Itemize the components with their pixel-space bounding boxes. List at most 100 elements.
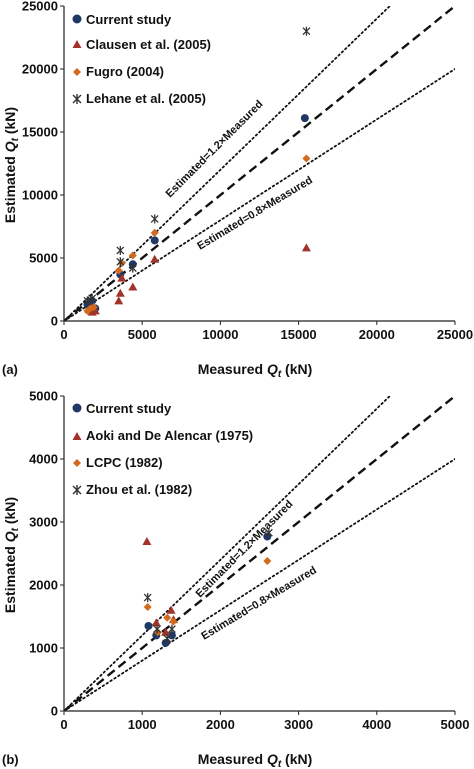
point-star	[163, 634, 172, 644]
legend-item-lehane: Lehane et al. (2005)	[72, 91, 206, 106]
point-star	[128, 263, 137, 273]
y-axis-label-a: Estimated Qt (kN)	[2, 107, 21, 223]
point-triangle	[114, 296, 124, 305]
legend-item-aoki: Aoki and De Alencar (1975)	[72, 428, 253, 443]
y-tick-label: 4000	[29, 452, 58, 467]
data-points-b	[142, 528, 273, 647]
point-star	[167, 624, 176, 634]
point-star	[150, 214, 159, 224]
point-triangle	[142, 537, 152, 546]
y-tick-label: 0	[51, 314, 58, 329]
annotation-lower-a: Estimated=0.8×Measured	[195, 174, 314, 252]
point-triangle	[128, 282, 138, 291]
upper-bound-line	[64, 396, 392, 711]
reference-labels-b: Estimated=1.2×Measured Estimated=0.8×Mea…	[194, 498, 319, 642]
point-diamond	[302, 154, 311, 163]
x-tick-label: 3000	[284, 717, 313, 732]
legend-label: Zhou et al. (1982)	[86, 482, 192, 497]
legend-label: Aoki and De Alencar (1975)	[86, 428, 253, 443]
y-tick-label: 10000	[22, 188, 58, 203]
point-star	[116, 245, 125, 255]
lower-bound-line	[64, 68, 455, 321]
point-circle	[150, 236, 159, 245]
y-tick-label: 2000	[29, 578, 58, 593]
x-tick-label: 5000	[441, 717, 470, 732]
x-tick-label: 15000	[281, 327, 317, 342]
one-to-one-line	[64, 396, 455, 711]
point-triangle	[115, 288, 125, 297]
point-diamond	[143, 603, 152, 612]
y-tick-label: 1000	[29, 641, 58, 656]
y-tick-label: 5000	[29, 251, 58, 266]
legend-star-marker	[72, 94, 82, 104]
panel-label-b: (b)	[2, 752, 19, 767]
panel-label-a: (a)	[2, 362, 18, 377]
y-tick-label: 25000	[22, 0, 58, 14]
x-tick-label: 20000	[359, 327, 395, 342]
point-star	[143, 593, 152, 603]
legend-item-current-study: Current study	[72, 12, 172, 27]
reference-lines-a	[64, 6, 455, 321]
point-circle	[144, 621, 153, 630]
point-diamond	[163, 613, 172, 622]
point-circle	[167, 631, 176, 640]
y-tick-label: 5000	[29, 389, 58, 404]
legend-a: Current study Clausen et al. (2005) Fugr…	[72, 12, 211, 106]
legend-star-marker	[72, 485, 82, 495]
point-triangle	[151, 618, 161, 627]
legend-circle-marker	[72, 403, 82, 413]
axes-a: 0 5000 10000 15000 20000 25000 0 5000 10000 15000…	[22, 0, 473, 342]
reference-labels-a: Estimated=1.2×Measured Estimated=0.8×Mea…	[164, 98, 315, 252]
legend-circle-marker	[72, 14, 82, 24]
axes-b: 0 1000 2000 3000 4000 5000 0 1000 2000 3000 4000 50…	[29, 389, 469, 733]
y-tick-label: 3000	[29, 515, 58, 530]
x-tick-label: 2000	[206, 717, 235, 732]
legend-item-current-study: Current study	[72, 401, 172, 416]
point-diamond	[128, 251, 137, 260]
legend-label: LCPC (1982)	[86, 455, 163, 470]
point-diamond	[89, 303, 98, 312]
legend-item-fugro: Fugro (2004)	[73, 64, 164, 79]
panel-b: Estimated=1.2×Measured Estimated=0.8×Mea…	[2, 389, 469, 769]
point-star	[264, 528, 273, 538]
legend-label: Current study	[86, 12, 172, 27]
point-star	[88, 293, 97, 303]
x-tick-label: 5000	[128, 327, 157, 342]
upper-bound-line	[64, 6, 392, 321]
point-star	[302, 26, 311, 36]
y-tick-label: 15000	[22, 125, 58, 140]
legend-label: Current study	[86, 401, 172, 416]
point-triangle	[166, 605, 176, 614]
point-circle	[300, 114, 309, 123]
legend-b: Current study Aoki and De Alencar (1975)…	[72, 401, 253, 497]
point-diamond	[263, 557, 272, 566]
reference-lines-b	[64, 396, 455, 711]
point-diamond	[114, 266, 123, 275]
point-star	[153, 624, 162, 634]
x-tick-label: 0	[60, 327, 67, 342]
legend-label: Lehane et al. (2005)	[86, 91, 206, 106]
point-triangle	[90, 306, 100, 315]
point-star	[83, 296, 92, 306]
legend-diamond-marker	[73, 68, 81, 76]
x-tick-label: 25000	[437, 327, 473, 342]
legend-diamond-marker	[73, 459, 81, 467]
point-triangle	[117, 273, 127, 282]
point-diamond	[150, 228, 159, 237]
x-tick-label: 4000	[362, 717, 391, 732]
x-tick-label: 10000	[202, 327, 238, 342]
point-star	[116, 257, 125, 267]
annotation-upper-a: Estimated=1.2×Measured	[164, 98, 266, 200]
point-triangle	[301, 243, 311, 252]
x-axis-label-a: Measured Qt (kN)	[198, 361, 313, 380]
point-triangle	[161, 627, 171, 636]
point-diamond	[169, 617, 178, 626]
legend-item-clausen: Clausen et al. (2005)	[72, 37, 211, 52]
x-axis-label-b: Measured Qt (kN)	[198, 751, 313, 769]
legend-item-lcpc: LCPC (1982)	[73, 455, 163, 470]
lower-bound-line	[64, 458, 455, 711]
x-tick-label: 0	[60, 717, 67, 732]
legend-triangle-marker	[72, 40, 82, 48]
legend-label: Fugro (2004)	[86, 64, 164, 79]
